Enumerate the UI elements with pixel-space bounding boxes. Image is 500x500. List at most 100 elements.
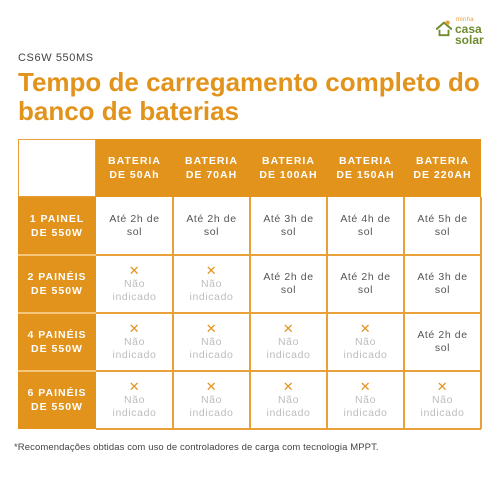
table-cell: ✕ Não indicado bbox=[250, 371, 327, 429]
cell-text-line2: sol bbox=[357, 226, 374, 238]
cell-text-line1: Não bbox=[277, 393, 300, 406]
grid-line bbox=[403, 197, 405, 429]
cell-text-line2: indicado bbox=[112, 348, 157, 361]
table-cell: Até 3h de sol bbox=[250, 197, 327, 255]
table-cell: ✕ Não indicado bbox=[173, 371, 250, 429]
cell-text-line1: Até 2h de bbox=[263, 271, 314, 283]
table-cell: ✕ Não indicado bbox=[96, 371, 173, 429]
x-mark-icon: ✕ bbox=[128, 320, 141, 336]
table-cell: ✕ Não indicado bbox=[327, 371, 404, 429]
row-separator bbox=[18, 312, 96, 314]
table-cell: Até 2h de sol bbox=[404, 313, 481, 371]
cell-text-line1: Até 2h de bbox=[340, 271, 391, 283]
table-cell: ✕ Não indicado bbox=[173, 313, 250, 371]
table-cell: Até 3h de sol bbox=[404, 255, 481, 313]
cell-text-line2: indicado bbox=[112, 406, 157, 419]
table-cell: ✕ Não indicado bbox=[96, 255, 173, 313]
cell-text-line1: Até 3h de bbox=[417, 271, 468, 283]
row-header: 1 PAINEL DE 550W bbox=[18, 197, 96, 255]
row-header-line1: 1 PAINEL bbox=[29, 213, 85, 225]
cell-text-line2: indicado bbox=[266, 406, 311, 419]
cell-text-line1: Até 2h de bbox=[417, 329, 468, 341]
page-title: Tempo de carregamento completo do banco … bbox=[18, 67, 480, 126]
cell-text-line1: Até 2h de bbox=[186, 213, 237, 225]
row-separator bbox=[18, 370, 96, 372]
cell-text-line1: Não bbox=[123, 277, 146, 290]
cell-text-line2: indicado bbox=[420, 406, 465, 419]
table-cell: Até 4h de sol bbox=[327, 197, 404, 255]
column-header: BATERIA DE 220AH bbox=[404, 139, 481, 197]
cell-text-line1: Não bbox=[354, 335, 377, 348]
cell-text-line1: Não bbox=[200, 335, 223, 348]
cell-text-line2: indicado bbox=[189, 290, 234, 303]
x-mark-icon: ✕ bbox=[359, 320, 372, 336]
grid-line bbox=[326, 197, 328, 429]
x-mark-icon: ✕ bbox=[436, 378, 449, 394]
cell-text-line1: Até 5h de bbox=[417, 213, 468, 225]
x-mark-icon: ✕ bbox=[282, 320, 295, 336]
column-header-line1: BATERIA bbox=[416, 155, 469, 167]
x-mark-icon: ✕ bbox=[128, 262, 141, 278]
grid-line bbox=[96, 370, 481, 372]
row-header: 4 PAINÉIS DE 550W bbox=[18, 313, 96, 371]
cell-text-line2: sol bbox=[280, 284, 297, 296]
cell-text-line2: sol bbox=[357, 284, 374, 296]
row-header-line2: DE 550W bbox=[31, 343, 83, 355]
cell-text-line1: Não bbox=[354, 393, 377, 406]
column-header-line1: BATERIA bbox=[108, 155, 161, 167]
footnote: *Recomendações obtidas com uso de contro… bbox=[14, 442, 379, 453]
row-header-line1: 4 PAINÉIS bbox=[27, 329, 87, 341]
house-roof-icon bbox=[435, 20, 453, 37]
cell-text-line2: sol bbox=[126, 226, 143, 238]
cell-text-line2: sol bbox=[203, 226, 220, 238]
cell-text-line1: Não bbox=[200, 277, 223, 290]
column-header-line2: DE 220AH bbox=[413, 169, 472, 181]
grid-line bbox=[96, 254, 481, 256]
x-mark-icon: ✕ bbox=[205, 262, 218, 278]
column-header: BATERIA DE 70AH bbox=[173, 139, 250, 197]
charging-time-table: BATERIA DE 50Ah BATERIA DE 70AH BATERIA DE 10… bbox=[18, 139, 482, 430]
table-cell: Até 5h de sol bbox=[404, 197, 481, 255]
cell-text-line1: Não bbox=[200, 393, 223, 406]
table-cell: ✕ Não indicado bbox=[404, 371, 481, 429]
x-mark-icon: ✕ bbox=[128, 378, 141, 394]
table-cell: Até 2h de sol bbox=[96, 197, 173, 255]
logo-casa-text: casa bbox=[455, 22, 482, 36]
cell-text-line2: indicado bbox=[266, 348, 311, 361]
model-label: CS6W 550MS bbox=[18, 52, 94, 64]
brand-logo: minha casa solar bbox=[435, 15, 491, 47]
x-mark-icon: ✕ bbox=[359, 378, 372, 394]
cell-text-line1: Até 3h de bbox=[263, 213, 314, 225]
x-mark-icon: ✕ bbox=[205, 378, 218, 394]
cell-text-line2: sol bbox=[434, 284, 451, 296]
logo-small-text: minha bbox=[456, 17, 474, 23]
cell-text-line2: indicado bbox=[189, 406, 234, 419]
grid-line bbox=[480, 197, 482, 429]
table-cell: ✕ Não indicado bbox=[173, 255, 250, 313]
row-header-line2: DE 550W bbox=[31, 227, 83, 239]
grid-line bbox=[172, 197, 174, 429]
column-header: BATERIA DE 150AH bbox=[327, 139, 404, 197]
cell-text-line2: sol bbox=[434, 342, 451, 354]
cell-text-line1: Não bbox=[431, 393, 454, 406]
table-cell: Até 2h de sol bbox=[327, 255, 404, 313]
cell-text-line2: sol bbox=[434, 226, 451, 238]
cell-text-line1: Não bbox=[123, 393, 146, 406]
cell-text-line2: indicado bbox=[343, 406, 388, 419]
cell-text-line2: indicado bbox=[189, 348, 234, 361]
grid-line bbox=[96, 312, 481, 314]
cell-text-line2: sol bbox=[280, 226, 297, 238]
cell-text-line1: Até 4h de bbox=[340, 213, 391, 225]
table-cell: ✕ Não indicado bbox=[250, 313, 327, 371]
column-header-line1: BATERIA bbox=[185, 155, 238, 167]
row-header: 2 PAINÉIS DE 550W bbox=[18, 255, 96, 313]
x-mark-icon: ✕ bbox=[205, 320, 218, 336]
cell-text-line2: indicado bbox=[343, 348, 388, 361]
table-cell: Até 2h de sol bbox=[173, 197, 250, 255]
logo-solar-text: solar bbox=[455, 33, 484, 47]
column-header-line2: DE 70AH bbox=[185, 169, 238, 181]
cell-text-line1: Até 2h de bbox=[109, 213, 160, 225]
table-cell: ✕ Não indicado bbox=[96, 313, 173, 371]
column-header-line2: DE 150AH bbox=[336, 169, 395, 181]
grid-line bbox=[249, 197, 251, 429]
